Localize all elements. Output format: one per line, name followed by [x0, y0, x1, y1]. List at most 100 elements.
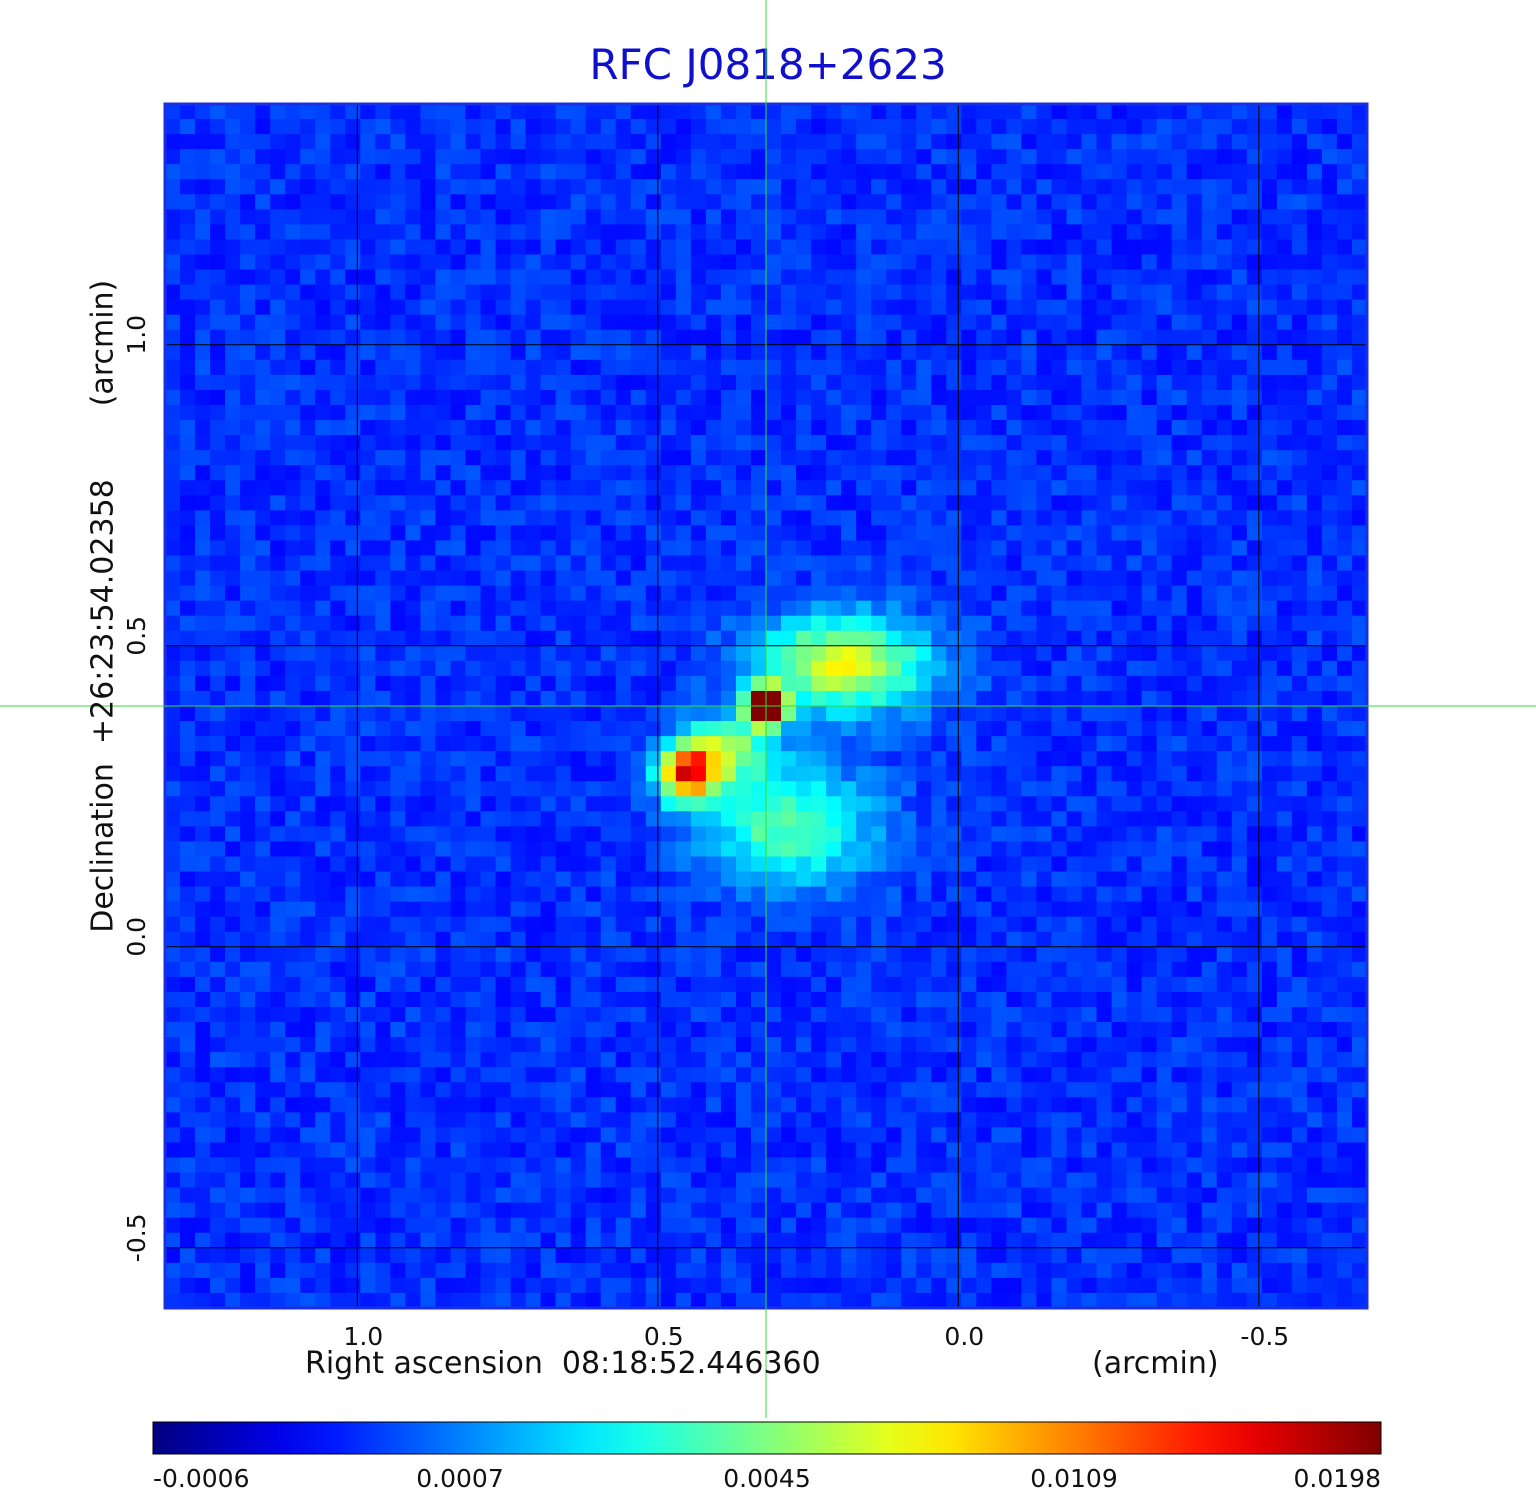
heatmap-cell — [525, 405, 542, 421]
heatmap-cell — [735, 299, 752, 316]
heatmap-cell — [991, 690, 1008, 707]
heatmap-cell — [1276, 675, 1293, 692]
heatmap-cell — [615, 660, 632, 677]
heatmap-cell — [946, 1022, 962, 1038]
heatmap-cell — [1231, 1022, 1248, 1038]
heatmap-cell — [660, 931, 677, 948]
heatmap-cell — [165, 389, 181, 406]
heatmap-cell — [375, 1007, 391, 1023]
heatmap-cell — [781, 721, 797, 737]
heatmap-cell — [1156, 961, 1173, 978]
heatmap-cell — [645, 841, 662, 858]
heatmap-cell — [946, 525, 962, 542]
heatmap-cell — [796, 751, 812, 767]
heatmap-cell — [1156, 374, 1173, 391]
heatmap-cell — [540, 405, 557, 421]
heatmap-cell — [750, 916, 767, 933]
heatmap-cell — [210, 796, 226, 812]
heatmap-cell — [720, 811, 737, 827]
heatmap-cell — [916, 510, 932, 526]
heatmap-cell — [405, 164, 422, 180]
heatmap-cell — [435, 766, 452, 782]
heatmap-cell — [1321, 555, 1338, 572]
heatmap-cell — [991, 675, 1008, 692]
heatmap-cell — [645, 284, 662, 301]
heatmap-cell — [285, 374, 301, 391]
heatmap-cell — [946, 359, 962, 376]
heatmap-cell — [630, 555, 647, 572]
heatmap-cell — [1201, 1007, 1218, 1023]
heatmap-cell — [210, 660, 226, 677]
heatmap-cell — [1171, 314, 1188, 331]
heatmap-cell — [1261, 796, 1278, 812]
heatmap-cell — [916, 450, 932, 466]
heatmap-cell — [1036, 690, 1053, 707]
heatmap-cell — [1291, 991, 1308, 1008]
heatmap-cell — [1231, 961, 1248, 978]
heatmap-cell — [826, 901, 842, 918]
heatmap-cell — [1246, 164, 1263, 180]
heatmap-cell — [510, 465, 527, 481]
heatmap-cell — [841, 134, 857, 150]
heatmap-cell — [315, 796, 331, 812]
heatmap-cell — [1156, 359, 1173, 376]
heatmap-cell — [690, 796, 707, 812]
heatmap-cell — [1291, 299, 1308, 316]
heatmap-cell — [660, 540, 677, 557]
heatmap-cell — [465, 405, 482, 421]
heatmap-cell — [300, 600, 316, 617]
heatmap-cell — [961, 510, 977, 526]
heatmap-cell — [270, 1007, 286, 1023]
heatmap-cell — [735, 420, 752, 436]
heatmap-cell — [720, 480, 737, 496]
heatmap-cell — [781, 119, 797, 135]
heatmap-cell — [946, 284, 962, 301]
heatmap-cell — [540, 1007, 557, 1023]
heatmap-cell — [1261, 450, 1278, 466]
heatmap-cell — [570, 344, 587, 361]
heatmap-cell — [675, 645, 692, 662]
heatmap-cell — [871, 886, 887, 903]
heatmap-cell — [735, 826, 752, 843]
heatmap-cell — [615, 179, 632, 195]
heatmap-cell — [540, 766, 557, 782]
heatmap-cell — [450, 149, 467, 165]
heatmap-cell — [420, 389, 437, 406]
heatmap-cell — [510, 976, 527, 993]
heatmap-cell — [555, 856, 572, 873]
heatmap-cell — [976, 119, 992, 135]
heatmap-cell — [1321, 796, 1338, 812]
heatmap-cell — [841, 540, 857, 557]
heatmap-cell — [796, 660, 812, 677]
heatmap-cell — [690, 721, 707, 737]
heatmap-cell — [901, 239, 917, 256]
heatmap-cell — [360, 480, 376, 496]
heatmap-cell — [871, 660, 887, 677]
heatmap-cell — [871, 149, 887, 165]
heatmap-cell — [1276, 690, 1293, 707]
heatmap-cell — [961, 826, 977, 843]
heatmap-cell — [781, 555, 797, 572]
heatmap-cell — [931, 480, 947, 496]
heatmap-cell — [1081, 495, 1098, 511]
heatmap-cell — [826, 690, 842, 707]
heatmap-cell — [1156, 299, 1173, 316]
heatmap-cell — [675, 721, 692, 737]
heatmap-cell — [1306, 540, 1323, 557]
heatmap-cell — [450, 886, 467, 903]
heatmap-cell — [931, 284, 947, 301]
heatmap-cell — [931, 179, 947, 195]
heatmap-cell — [345, 736, 361, 752]
heatmap-cell — [916, 871, 932, 888]
heatmap-cell — [510, 1022, 527, 1038]
heatmap-cell — [420, 901, 437, 918]
heatmap-cell — [240, 1022, 256, 1038]
heatmap-cell — [1276, 420, 1293, 436]
heatmap-cell — [1276, 796, 1293, 812]
heatmap-cell — [1111, 645, 1128, 662]
heatmap-cell — [1261, 269, 1278, 286]
heatmap-cell — [1021, 540, 1038, 557]
heatmap-cell — [165, 961, 181, 978]
heatmap-cell — [210, 269, 226, 286]
heatmap-cell — [390, 826, 407, 843]
